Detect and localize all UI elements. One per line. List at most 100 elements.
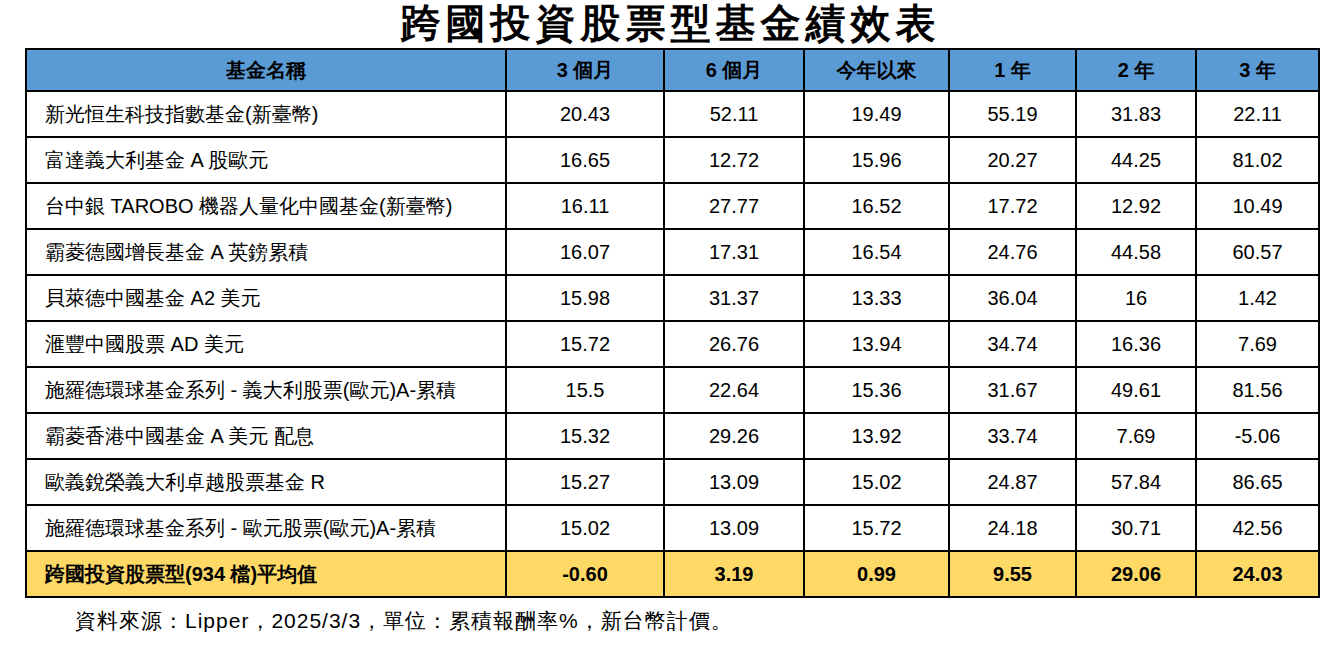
value-cell: 7.69 <box>1196 321 1319 367</box>
value-cell: 44.58 <box>1076 229 1196 275</box>
value-cell: 81.56 <box>1196 367 1319 413</box>
value-cell: 81.02 <box>1196 137 1319 183</box>
fund-name-cell: 霸菱香港中國基金 A 美元 配息 <box>26 413 506 459</box>
value-cell: 24.87 <box>949 459 1076 505</box>
table-row: 霸菱德國增長基金 A 英鎊累積16.0717.3116.5424.7644.58… <box>26 229 1319 275</box>
value-cell: 55.19 <box>949 91 1076 137</box>
value-cell: 31.37 <box>664 275 804 321</box>
value-cell: 24.18 <box>949 505 1076 551</box>
value-cell: 29.06 <box>1076 551 1196 597</box>
value-cell: 31.67 <box>949 367 1076 413</box>
value-cell: 16 <box>1076 275 1196 321</box>
fund-name-cell: 滙豐中國股票 AD 美元 <box>26 321 506 367</box>
value-cell: 13.09 <box>664 505 804 551</box>
table-row: 台中銀 TAROBO 機器人量化中國基金(新臺幣)16.1127.7716.52… <box>26 183 1319 229</box>
value-cell: 15.27 <box>506 459 664 505</box>
value-cell: 15.5 <box>506 367 664 413</box>
fund-name-cell: 歐義銳榮義大利卓越股票基金 R <box>26 459 506 505</box>
value-cell: 12.72 <box>664 137 804 183</box>
fund-name-cell: 富達義大利基金 A 股歐元 <box>26 137 506 183</box>
value-cell: 13.94 <box>804 321 949 367</box>
value-cell: 1.42 <box>1196 275 1319 321</box>
fund-name-cell: 新光恒生科技指數基金(新臺幣) <box>26 91 506 137</box>
value-cell: 13.33 <box>804 275 949 321</box>
value-cell: 52.11 <box>664 91 804 137</box>
source-note: 資料來源：Lipper，2025/3/3，單位：累積報酬率%，新台幣計價。 <box>75 607 1341 635</box>
table-row: 霸菱香港中國基金 A 美元 配息15.3229.2613.9233.747.69… <box>26 413 1319 459</box>
value-cell: 16.36 <box>1076 321 1196 367</box>
value-cell: -0.60 <box>506 551 664 597</box>
value-cell: 22.11 <box>1196 91 1319 137</box>
value-cell: 16.65 <box>506 137 664 183</box>
value-cell: 15.02 <box>506 505 664 551</box>
fund-performance-table: 基金名稱 3 個月 6 個月 今年以來 1 年 2 年 3 年 新光恒生科技指數… <box>25 48 1320 598</box>
value-cell: 15.36 <box>804 367 949 413</box>
fund-name-cell: 施羅德環球基金系列 - 義大利股票(歐元)A-累積 <box>26 367 506 413</box>
value-cell: 16.52 <box>804 183 949 229</box>
value-cell: 12.92 <box>1076 183 1196 229</box>
fund-name-cell: 霸菱德國增長基金 A 英鎊累積 <box>26 229 506 275</box>
header-ytd: 今年以來 <box>804 49 949 91</box>
value-cell: 33.74 <box>949 413 1076 459</box>
value-cell: 9.55 <box>949 551 1076 597</box>
header-1-year: 1 年 <box>949 49 1076 91</box>
table-header-row: 基金名稱 3 個月 6 個月 今年以來 1 年 2 年 3 年 <box>26 49 1319 91</box>
table-row: 施羅德環球基金系列 - 歐元股票(歐元)A-累積15.0213.0915.722… <box>26 505 1319 551</box>
average-label-cell: 跨國投資股票型(934 檔)平均值 <box>26 551 506 597</box>
value-cell: 27.77 <box>664 183 804 229</box>
page-title: 跨國投資股票型基金績效表 <box>0 1 1341 45</box>
value-cell: 36.04 <box>949 275 1076 321</box>
average-row: 跨國投資股票型(934 檔)平均值-0.603.190.999.5529.062… <box>26 551 1319 597</box>
table-row: 貝萊德中國基金 A2 美元15.9831.3713.3336.04161.42 <box>26 275 1319 321</box>
value-cell: 16.54 <box>804 229 949 275</box>
value-cell: 44.25 <box>1076 137 1196 183</box>
header-2-year: 2 年 <box>1076 49 1196 91</box>
value-cell: 29.26 <box>664 413 804 459</box>
header-3-month: 3 個月 <box>506 49 664 91</box>
header-6-month: 6 個月 <box>664 49 804 91</box>
fund-name-cell: 台中銀 TAROBO 機器人量化中國基金(新臺幣) <box>26 183 506 229</box>
value-cell: 20.27 <box>949 137 1076 183</box>
value-cell: 7.69 <box>1076 413 1196 459</box>
value-cell: 19.49 <box>804 91 949 137</box>
value-cell: 0.99 <box>804 551 949 597</box>
value-cell: 17.72 <box>949 183 1076 229</box>
value-cell: 31.83 <box>1076 91 1196 137</box>
value-cell: 42.56 <box>1196 505 1319 551</box>
value-cell: 22.64 <box>664 367 804 413</box>
value-cell: 15.98 <box>506 275 664 321</box>
table-body: 新光恒生科技指數基金(新臺幣)20.4352.1119.4955.1931.83… <box>26 91 1319 597</box>
value-cell: 15.32 <box>506 413 664 459</box>
value-cell: 16.07 <box>506 229 664 275</box>
value-cell: 34.74 <box>949 321 1076 367</box>
value-cell: 49.61 <box>1076 367 1196 413</box>
table-row: 施羅德環球基金系列 - 義大利股票(歐元)A-累積15.522.6415.363… <box>26 367 1319 413</box>
value-cell: 24.76 <box>949 229 1076 275</box>
table-row: 新光恒生科技指數基金(新臺幣)20.4352.1119.4955.1931.83… <box>26 91 1319 137</box>
table-row: 富達義大利基金 A 股歐元16.6512.7215.9620.2744.2581… <box>26 137 1319 183</box>
value-cell: 15.02 <box>804 459 949 505</box>
fund-name-cell: 貝萊德中國基金 A2 美元 <box>26 275 506 321</box>
value-cell: 20.43 <box>506 91 664 137</box>
value-cell: 17.31 <box>664 229 804 275</box>
value-cell: 13.09 <box>664 459 804 505</box>
fund-name-cell: 施羅德環球基金系列 - 歐元股票(歐元)A-累積 <box>26 505 506 551</box>
value-cell: 60.57 <box>1196 229 1319 275</box>
value-cell: 15.96 <box>804 137 949 183</box>
value-cell: 10.49 <box>1196 183 1319 229</box>
value-cell: 15.72 <box>804 505 949 551</box>
value-cell: 16.11 <box>506 183 664 229</box>
value-cell: -5.06 <box>1196 413 1319 459</box>
value-cell: 24.03 <box>1196 551 1319 597</box>
table-header: 基金名稱 3 個月 6 個月 今年以來 1 年 2 年 3 年 <box>26 49 1319 91</box>
value-cell: 86.65 <box>1196 459 1319 505</box>
value-cell: 30.71 <box>1076 505 1196 551</box>
value-cell: 15.72 <box>506 321 664 367</box>
table-row: 歐義銳榮義大利卓越股票基金 R15.2713.0915.0224.8757.84… <box>26 459 1319 505</box>
header-3-year: 3 年 <box>1196 49 1319 91</box>
value-cell: 57.84 <box>1076 459 1196 505</box>
value-cell: 26.76 <box>664 321 804 367</box>
table-row: 滙豐中國股票 AD 美元15.7226.7613.9434.7416.367.6… <box>26 321 1319 367</box>
header-fund-name: 基金名稱 <box>26 49 506 91</box>
value-cell: 3.19 <box>664 551 804 597</box>
